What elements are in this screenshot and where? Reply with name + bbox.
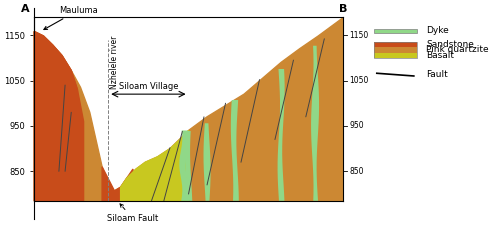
Polygon shape: [34, 32, 78, 201]
Text: Siloam Fault: Siloam Fault: [108, 204, 158, 223]
Text: Siloam Village: Siloam Village: [118, 82, 178, 91]
Text: 850: 850: [349, 167, 364, 176]
Polygon shape: [34, 18, 343, 201]
Bar: [374, 47, 417, 52]
Text: Dyke: Dyke: [426, 26, 449, 35]
Bar: [374, 52, 417, 58]
Polygon shape: [311, 46, 319, 201]
Polygon shape: [180, 131, 188, 201]
Text: Mauluma: Mauluma: [44, 6, 98, 30]
Text: B: B: [338, 4, 347, 14]
Text: 1150: 1150: [349, 31, 368, 40]
Polygon shape: [102, 167, 133, 201]
Text: 1050: 1050: [349, 76, 368, 85]
Bar: [374, 42, 417, 47]
Text: Sandstone: Sandstone: [426, 40, 474, 49]
Polygon shape: [278, 69, 284, 201]
Text: Pink quartzite: Pink quartzite: [426, 45, 489, 54]
Text: 950: 950: [349, 121, 364, 131]
Text: Basalt: Basalt: [426, 51, 454, 60]
Text: A: A: [21, 4, 29, 14]
Polygon shape: [204, 123, 210, 201]
Polygon shape: [120, 131, 188, 201]
Bar: [374, 42, 417, 58]
Text: Fault: Fault: [426, 70, 448, 79]
Polygon shape: [34, 32, 84, 201]
Text: Nzhelele river: Nzhelele river: [110, 36, 119, 89]
Polygon shape: [184, 131, 192, 201]
Polygon shape: [231, 100, 239, 201]
Bar: [374, 29, 417, 33]
